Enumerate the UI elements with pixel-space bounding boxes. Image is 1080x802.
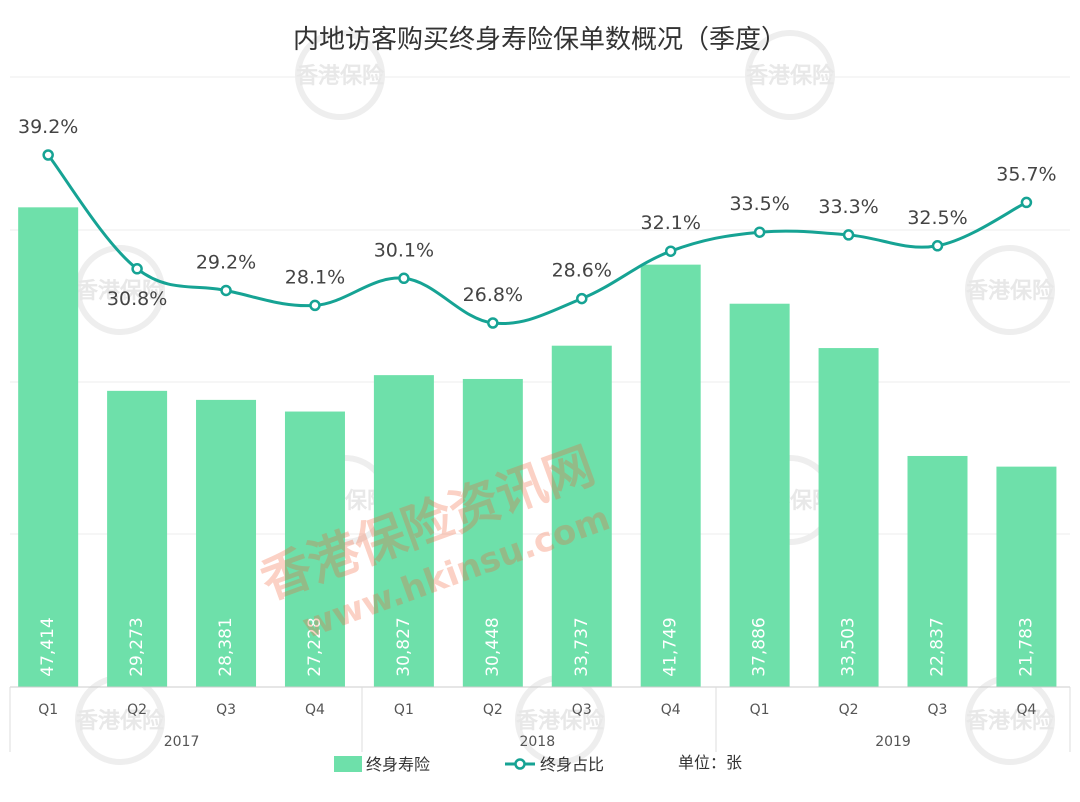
bar xyxy=(18,207,79,687)
line-point xyxy=(131,263,143,275)
bar-value-label: 33,737 xyxy=(572,617,592,676)
x-tick-label: Q2 xyxy=(839,702,859,718)
bar-value-label: 41,749 xyxy=(661,617,681,676)
bar xyxy=(551,345,612,687)
watermark-badge-text: 香港保险 xyxy=(516,708,605,734)
line-point xyxy=(398,272,410,285)
line-value-label: 32.1% xyxy=(641,212,701,234)
bar-value-labels: 47,414 29,273 28,381 27,228 30,827 30,448 33,7… xyxy=(38,617,1036,676)
line-series xyxy=(42,149,1033,329)
bar xyxy=(196,399,257,687)
x-axis: Q1 Q2 Q3 Q4 Q1 Q2 Q3 Q4 Q1 Q2 Q3 Q4 2017 2018 2019 xyxy=(9,686,1071,752)
watermark-badge-text: 香港保险 xyxy=(76,278,165,304)
bar xyxy=(996,466,1057,687)
line-value-label: 33.3% xyxy=(818,196,878,218)
bar-series xyxy=(18,207,1057,687)
unit-label: 单位：张 xyxy=(678,753,742,772)
x-tick-label: Q3 xyxy=(572,702,592,718)
line-value-labels: 39.2% 30.8% 29.2% 28.1% 30.1% 26.8% 28.6% 32.1%… xyxy=(18,116,1057,310)
bar xyxy=(373,375,434,687)
bar-value-label: 33,503 xyxy=(839,617,859,676)
gridlines xyxy=(10,76,1070,535)
line-point xyxy=(664,245,677,257)
line-value-label: 30.8% xyxy=(107,288,167,310)
legend-label-line: 终身占比 xyxy=(540,755,604,774)
bar-value-label: 28,381 xyxy=(216,617,236,676)
line-value-label: 28.1% xyxy=(285,266,345,288)
line-point xyxy=(931,240,944,252)
line-point xyxy=(42,149,54,161)
watermark-badge-ring xyxy=(965,245,1055,335)
x-tick-label: Q1 xyxy=(750,702,770,718)
year-label: 2017 xyxy=(164,734,200,750)
watermark-badge-text: 香港保险 xyxy=(746,63,835,89)
line-value-label: 33.5% xyxy=(729,193,789,215)
x-tick-label: Q4 xyxy=(661,702,681,718)
line-value-label: 35.7% xyxy=(996,163,1056,185)
line-point xyxy=(220,284,232,297)
line-value-label: 28.6% xyxy=(552,260,612,282)
watermark-badge-ring xyxy=(295,30,385,120)
bar-value-label: 29,273 xyxy=(127,617,147,676)
chart-title: 内地访客购买终身寿险保单数概况（季度） xyxy=(293,25,787,55)
line-point xyxy=(576,292,588,305)
line-point xyxy=(487,317,499,329)
line-value-label: 30.1% xyxy=(374,239,434,261)
x-tick-label: Q2 xyxy=(127,702,147,718)
bar-value-label: 47,414 xyxy=(38,617,58,676)
x-tick-label: Q3 xyxy=(928,702,948,718)
line-point xyxy=(753,226,766,238)
year-label: 2019 xyxy=(875,734,911,750)
legend: 终身寿险 终身占比 单位：张 xyxy=(334,753,742,774)
bar-value-label: 37,886 xyxy=(750,617,770,676)
line-value-label: 29.2% xyxy=(196,251,256,273)
bar xyxy=(462,378,523,687)
x-tick-label: Q1 xyxy=(394,702,414,718)
watermark-badge-text: 香港保险 xyxy=(296,63,385,89)
bar-value-label: 22,837 xyxy=(928,617,948,676)
x-tick-label: Q1 xyxy=(38,702,58,718)
watermark-badge-text: 香港保险 xyxy=(966,278,1055,304)
line-point xyxy=(309,299,321,312)
line-value-label: 32.5% xyxy=(907,207,967,229)
line-point xyxy=(1020,196,1033,209)
x-tick-label: Q3 xyxy=(216,702,236,718)
bar xyxy=(107,390,168,687)
bar-value-label: 27,228 xyxy=(305,617,325,676)
watermark-badge-ring xyxy=(745,30,835,120)
legend-label-bar: 终身寿险 xyxy=(366,755,430,774)
bar-value-label: 30,448 xyxy=(483,617,503,676)
bar xyxy=(284,411,345,687)
bar-value-label: 30,827 xyxy=(394,617,414,676)
x-tick-label: Q2 xyxy=(483,702,503,718)
line-point xyxy=(842,229,855,241)
watermark-badge-text: 香港保险 xyxy=(966,708,1055,734)
bar xyxy=(907,455,968,687)
legend-swatch-bar xyxy=(334,756,362,772)
bar xyxy=(640,264,701,687)
year-label: 2018 xyxy=(519,734,555,750)
legend-swatch-marker xyxy=(514,758,526,770)
x-tick-label: Q4 xyxy=(1016,702,1036,718)
bar-value-label: 21,783 xyxy=(1016,617,1036,676)
bar xyxy=(818,348,879,687)
line-value-label: 39.2% xyxy=(18,116,78,138)
line-path xyxy=(46,154,1028,326)
watermark-badge-text: 香港保险 xyxy=(76,708,165,734)
x-tick-label: Q4 xyxy=(305,702,325,718)
bar xyxy=(729,303,790,687)
line-value-label: 26.8% xyxy=(463,284,523,306)
